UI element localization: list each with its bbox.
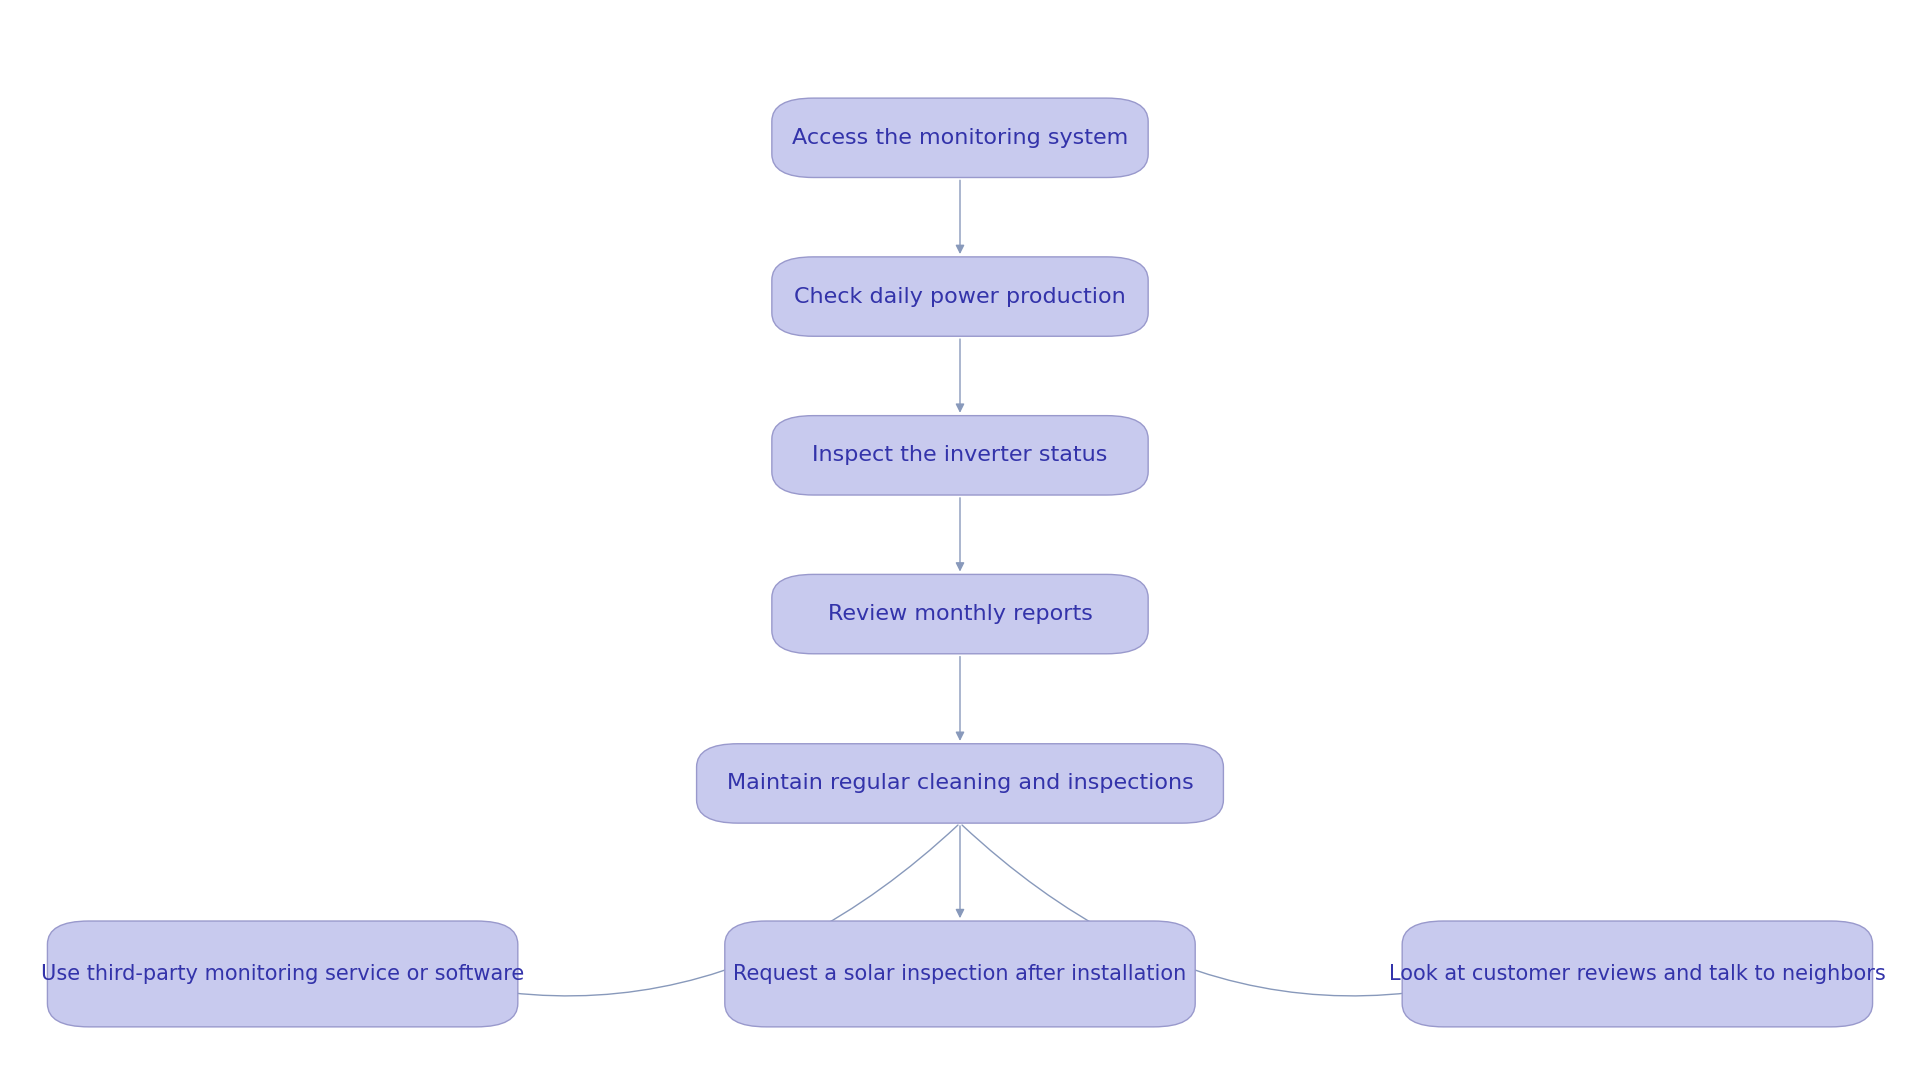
FancyBboxPatch shape [772,575,1148,653]
Text: Inspect the inverter status: Inspect the inverter status [812,445,1108,465]
FancyBboxPatch shape [724,921,1194,1027]
Text: Request a solar inspection after installation: Request a solar inspection after install… [733,964,1187,984]
FancyBboxPatch shape [1402,921,1872,1027]
FancyBboxPatch shape [772,98,1148,177]
Text: Check daily power production: Check daily power production [795,286,1125,307]
Text: Review monthly reports: Review monthly reports [828,604,1092,624]
FancyBboxPatch shape [772,257,1148,336]
Text: Use third-party monitoring service or software: Use third-party monitoring service or so… [40,964,524,984]
FancyBboxPatch shape [697,744,1223,823]
Text: Maintain regular cleaning and inspections: Maintain regular cleaning and inspection… [726,773,1194,794]
Text: Look at customer reviews and talk to neighbors: Look at customer reviews and talk to nei… [1388,964,1885,984]
Text: Access the monitoring system: Access the monitoring system [791,127,1129,148]
FancyBboxPatch shape [48,921,518,1027]
FancyBboxPatch shape [772,416,1148,495]
